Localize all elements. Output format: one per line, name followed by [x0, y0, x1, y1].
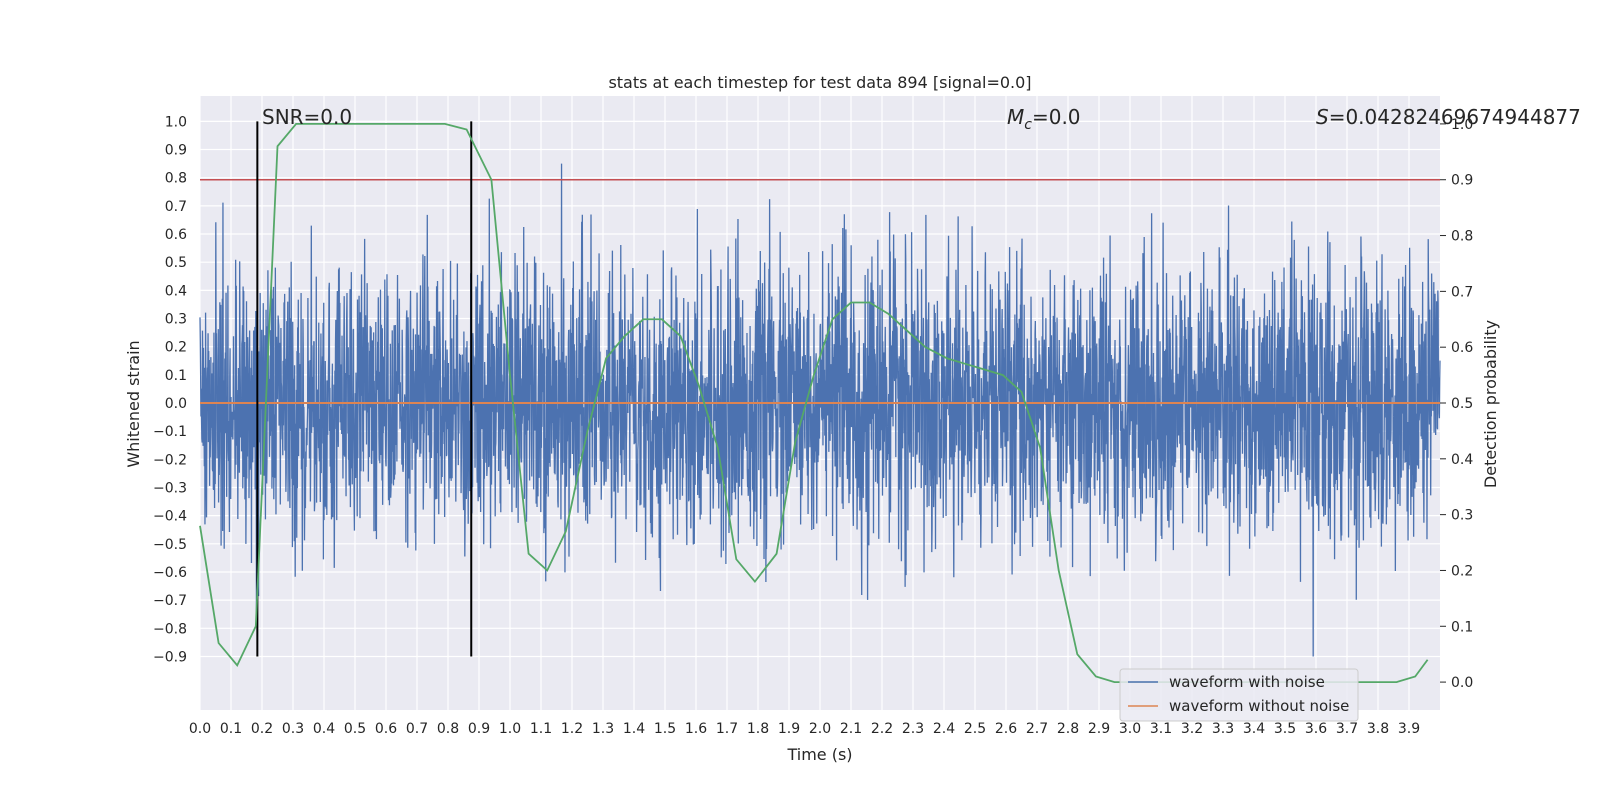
- y2-tick-label: 0.6: [1451, 340, 1473, 356]
- y2-tick-label: 0.9: [1451, 173, 1473, 189]
- x-tick-label: 3.7: [1336, 721, 1358, 737]
- x-tick-label: 2.9: [1088, 721, 1110, 737]
- y-tick-label: 0.4: [165, 283, 187, 299]
- y2-tick-label: 0.1: [1451, 619, 1473, 635]
- x-tick-label: 3.3: [1212, 721, 1234, 737]
- x-tick-label: 1.3: [592, 721, 614, 737]
- x-tick-label: 1.7: [716, 721, 738, 737]
- chart-title: stats at each timestep for test data 894…: [608, 73, 1031, 92]
- y-tick-label: −0.7: [153, 593, 187, 609]
- y-tick-label: −0.1: [153, 424, 187, 440]
- x-tick-label: 2.2: [871, 721, 893, 737]
- y-tick-label: 0.0: [165, 396, 187, 412]
- y-tick-label: 0.7: [165, 199, 187, 215]
- x-tick-label: 2.7: [1026, 721, 1048, 737]
- x-tick-label: 2.8: [1057, 721, 1079, 737]
- x-tick-label: 1.0: [499, 721, 521, 737]
- y2-tick-label: 0.3: [1451, 508, 1473, 524]
- x-tick-label: 3.0: [1119, 721, 1141, 737]
- y-tick-label: −0.2: [153, 452, 187, 468]
- legend-box: [1119, 668, 1359, 722]
- x-tick-label: 2.4: [933, 721, 955, 737]
- x-tick-label: 3.4: [1243, 721, 1265, 737]
- x-tick-label: 0.5: [344, 721, 366, 737]
- x-tick-label: 2.6: [995, 721, 1017, 737]
- x-tick-label: 1.1: [530, 721, 552, 737]
- y2-ticks: 1.0 0.9 0.8 0.7 0.6 0.5 0.4 0.3 0.2 0.1 0.0: [1440, 117, 1473, 691]
- x-axis-label: Time (s): [786, 745, 852, 764]
- x-tick-label: 0.4: [313, 721, 335, 737]
- x-tick-label: 0.6: [375, 721, 397, 737]
- noisy-waveform: [199, 163, 1441, 657]
- x-tick-label: 0.7: [406, 721, 428, 737]
- y2-tick-label: 0.4: [1451, 452, 1473, 468]
- s-symbol: S: [1316, 105, 1329, 129]
- x-tick-label: 0.3: [282, 721, 304, 737]
- mc-symbol: M: [1007, 105, 1024, 129]
- x-tick-label: 0.8: [437, 721, 459, 737]
- x-tick-label: 3.2: [1181, 721, 1203, 737]
- y-tick-label: −0.8: [153, 621, 187, 637]
- x-tick-label: 1.5: [654, 721, 676, 737]
- x-tick-label: 3.5: [1274, 721, 1296, 737]
- legend-label-clean: waveform without noise: [1169, 697, 1349, 715]
- x-tick-label: 0.1: [220, 721, 242, 737]
- x-tick-label: 0.0: [189, 721, 211, 737]
- y2-tick-label: 0.5: [1451, 396, 1473, 412]
- y2-axis-label: Detection probability: [1481, 320, 1500, 488]
- s-annotation: S=0.04282469674944877: [1316, 105, 1581, 129]
- y-axis-label: Whitened strain: [124, 340, 143, 467]
- x-tick-label: 3.1: [1150, 721, 1172, 737]
- legend: waveform with noise waveform without noi…: [1119, 668, 1359, 722]
- x-tick-label: 1.9: [778, 721, 800, 737]
- series-waveform-with-noise: [199, 163, 1441, 657]
- x-tick-label: 2.1: [840, 721, 862, 737]
- x-tick-label: 1.6: [685, 721, 707, 737]
- y2-tick-label: 0.2: [1451, 563, 1473, 579]
- x-tick-label: 1.2: [561, 721, 583, 737]
- x-tick-label: 3.9: [1398, 721, 1420, 737]
- y-tick-label: −0.9: [153, 649, 187, 665]
- x-tick-label: 1.8: [747, 721, 769, 737]
- y-tick-label: −0.4: [153, 509, 187, 525]
- legend-label-noise: waveform with noise: [1169, 673, 1325, 691]
- y2-tick-label: 0.7: [1451, 284, 1473, 300]
- y-tick-label: −0.6: [153, 565, 187, 581]
- y-tick-label: 1.0: [165, 114, 187, 130]
- x-tick-label: 2.0: [809, 721, 831, 737]
- y2-tick-label: 0.0: [1451, 675, 1473, 691]
- y-tick-label: 0.2: [165, 340, 187, 356]
- snr-annotation: SNR=0.0: [262, 105, 352, 129]
- y-tick-label: −0.3: [153, 480, 187, 496]
- s-value: =0.04282469674944877: [1329, 105, 1581, 129]
- x-tick-label: 3.8: [1367, 721, 1389, 737]
- chirp-mass-annotation: Mc=0.0: [1007, 105, 1081, 133]
- mc-value: =0.0: [1032, 105, 1081, 129]
- y-ticks: 1.0 0.9 0.8 0.7 0.6 0.5 0.4 0.3 0.2 0.1 0.0 −0.1 −0.…: [153, 114, 187, 665]
- y-tick-label: 0.3: [165, 312, 187, 328]
- x-ticks: 0.0 0.1 0.2 0.3 0.4 0.5 0.6 0.7 0.8 0.9 1.0 1.1 1.2 1…: [189, 721, 1420, 737]
- x-tick-label: 1.4: [623, 721, 645, 737]
- x-tick-label: 0.2: [251, 721, 273, 737]
- y-tick-label: −0.5: [153, 537, 187, 553]
- mc-subscript: c: [1024, 117, 1032, 133]
- y2-tick-label: 1.0: [1451, 117, 1473, 133]
- y-tick-label: 0.9: [165, 143, 187, 159]
- x-tick-label: 2.5: [964, 721, 986, 737]
- y-tick-label: 0.1: [165, 368, 187, 384]
- x-tick-label: 2.3: [902, 721, 924, 737]
- y2-tick-label: 0.8: [1451, 229, 1473, 245]
- y-tick-label: 0.8: [165, 171, 187, 187]
- y-tick-label: 0.5: [165, 255, 187, 271]
- y-tick-label: 0.6: [165, 227, 187, 243]
- x-tick-label: 0.9: [468, 721, 490, 737]
- x-tick-label: 3.6: [1305, 721, 1327, 737]
